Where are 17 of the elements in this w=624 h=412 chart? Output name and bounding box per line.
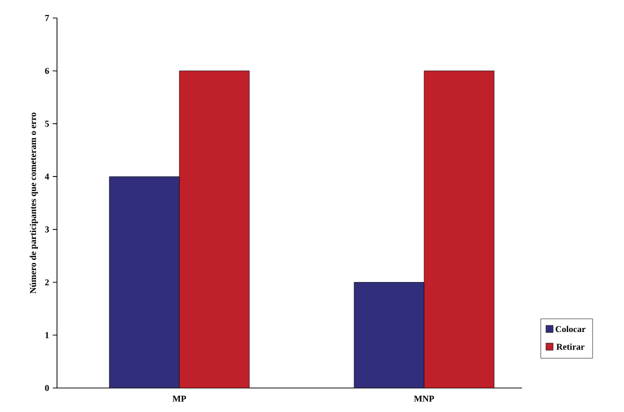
y-axis-title: Número de participantes que cometeram o erro [30, 112, 38, 294]
bar [179, 70, 250, 388]
y-tick-label: 4 [44, 174, 50, 180]
x-tick-label: MNP [414, 396, 434, 402]
legend-label: Colocar [556, 326, 586, 332]
bar [424, 70, 494, 388]
y-tick-label: 6 [45, 68, 49, 74]
y-tick-label: 2 [45, 279, 49, 286]
y-tick-label: 1 [45, 332, 49, 338]
x-tick-label: MP [172, 396, 186, 402]
legend-label: Retirar [556, 344, 584, 350]
y-tick-label: 0 [45, 384, 49, 392]
bar [109, 176, 180, 388]
y-tick-label: 5 [45, 120, 49, 127]
y-tick-label: 7 [45, 15, 50, 21]
bar [354, 282, 424, 388]
y-tick-label: 3 [45, 226, 49, 232]
